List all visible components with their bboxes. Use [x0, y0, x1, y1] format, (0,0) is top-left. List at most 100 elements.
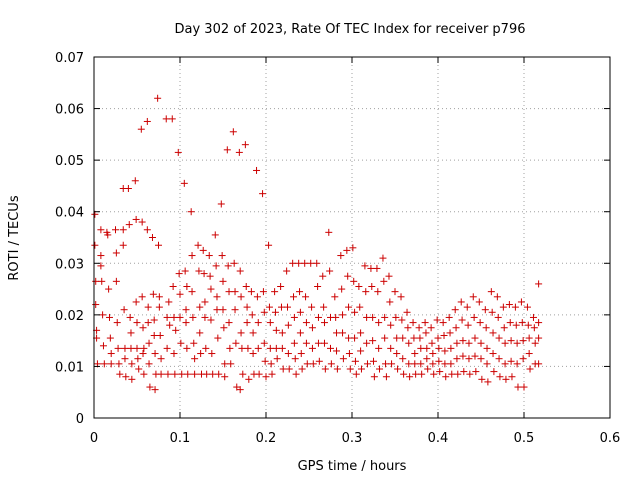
- data-point: [502, 375, 510, 383]
- data-point: [221, 360, 229, 368]
- data-point: [404, 324, 412, 332]
- x-axis-label: GPS time / hours: [298, 459, 407, 474]
- data-point: [319, 272, 327, 280]
- data-point: [447, 360, 455, 368]
- data-point: [98, 277, 106, 285]
- data-point: [409, 319, 417, 327]
- data-point: [441, 360, 449, 368]
- data-point: [454, 370, 462, 378]
- data-point: [200, 270, 208, 278]
- data-point: [345, 350, 353, 358]
- data-point: [345, 334, 353, 342]
- data-point: [272, 344, 280, 352]
- data-point: [154, 94, 162, 102]
- data-point: [138, 293, 146, 301]
- data-point: [245, 375, 253, 383]
- data-point: [217, 200, 225, 208]
- data-point: [302, 319, 310, 327]
- data-point: [357, 365, 365, 373]
- data-point: [339, 355, 347, 363]
- data-point: [352, 370, 360, 378]
- data-point: [140, 344, 148, 352]
- data-point: [184, 370, 192, 378]
- data-point: [121, 355, 129, 363]
- data-point: [133, 344, 141, 352]
- data-point: [403, 308, 411, 316]
- data-point: [499, 303, 507, 311]
- data-point: [511, 303, 519, 311]
- data-point: [452, 324, 460, 332]
- data-point: [174, 148, 182, 156]
- data-point: [226, 344, 234, 352]
- data-point: [182, 306, 190, 314]
- data-point: [350, 277, 358, 285]
- data-point: [308, 344, 316, 352]
- data-point: [400, 370, 408, 378]
- data-point: [239, 370, 247, 378]
- y-tick-label: 0.04: [55, 206, 84, 221]
- data-point: [525, 350, 533, 358]
- data-point: [272, 326, 280, 334]
- data-point: [301, 259, 309, 267]
- data-point: [296, 288, 304, 296]
- data-point: [496, 373, 504, 381]
- data-point: [225, 288, 233, 296]
- data-point: [355, 282, 363, 290]
- data-point: [91, 241, 99, 249]
- data-point: [212, 262, 220, 270]
- data-point: [225, 319, 233, 327]
- data-point: [172, 326, 180, 334]
- data-point: [124, 185, 132, 193]
- data-point: [477, 355, 485, 363]
- data-point: [349, 244, 357, 252]
- data-point: [314, 339, 322, 347]
- data-point: [416, 334, 424, 342]
- data-point: [296, 329, 304, 337]
- data-point: [465, 339, 473, 347]
- data-point: [472, 368, 480, 376]
- data-point: [297, 350, 305, 358]
- x-tick-label: 0.2: [256, 431, 277, 446]
- data-point: [512, 321, 520, 329]
- data-point: [218, 252, 226, 260]
- data-point: [470, 313, 478, 321]
- data-point: [405, 360, 413, 368]
- data-point: [344, 272, 352, 280]
- data-point: [507, 357, 515, 365]
- data-point: [148, 234, 156, 241]
- data-point: [170, 313, 178, 321]
- data-point: [307, 259, 315, 267]
- data-point: [201, 313, 209, 321]
- data-point: [530, 324, 538, 332]
- data-point: [197, 350, 205, 358]
- data-point: [523, 303, 531, 311]
- y-tick-label: 0.06: [55, 103, 84, 118]
- data-point: [116, 370, 124, 378]
- data-point: [163, 344, 171, 352]
- data-point: [183, 282, 191, 290]
- data-point: [187, 208, 195, 216]
- data-point: [265, 241, 273, 249]
- data-point: [149, 290, 157, 298]
- data-point: [253, 293, 261, 301]
- data-point: [339, 311, 347, 319]
- data-point: [157, 355, 165, 363]
- data-point: [417, 344, 425, 352]
- data-point: [213, 306, 221, 314]
- data-point: [119, 241, 127, 249]
- data-point: [488, 308, 496, 316]
- data-point: [513, 339, 521, 347]
- data-point: [520, 383, 528, 391]
- data-point: [279, 365, 287, 373]
- data-point: [290, 313, 298, 321]
- data-point: [112, 249, 120, 257]
- data-point: [326, 267, 334, 275]
- data-point: [501, 360, 509, 368]
- data-point: [180, 179, 188, 187]
- data-point: [207, 285, 215, 293]
- data-point: [143, 117, 151, 125]
- data-point: [271, 308, 279, 316]
- data-point: [482, 324, 490, 332]
- x-tick-label: 0.5: [514, 431, 535, 446]
- data-point: [338, 285, 346, 293]
